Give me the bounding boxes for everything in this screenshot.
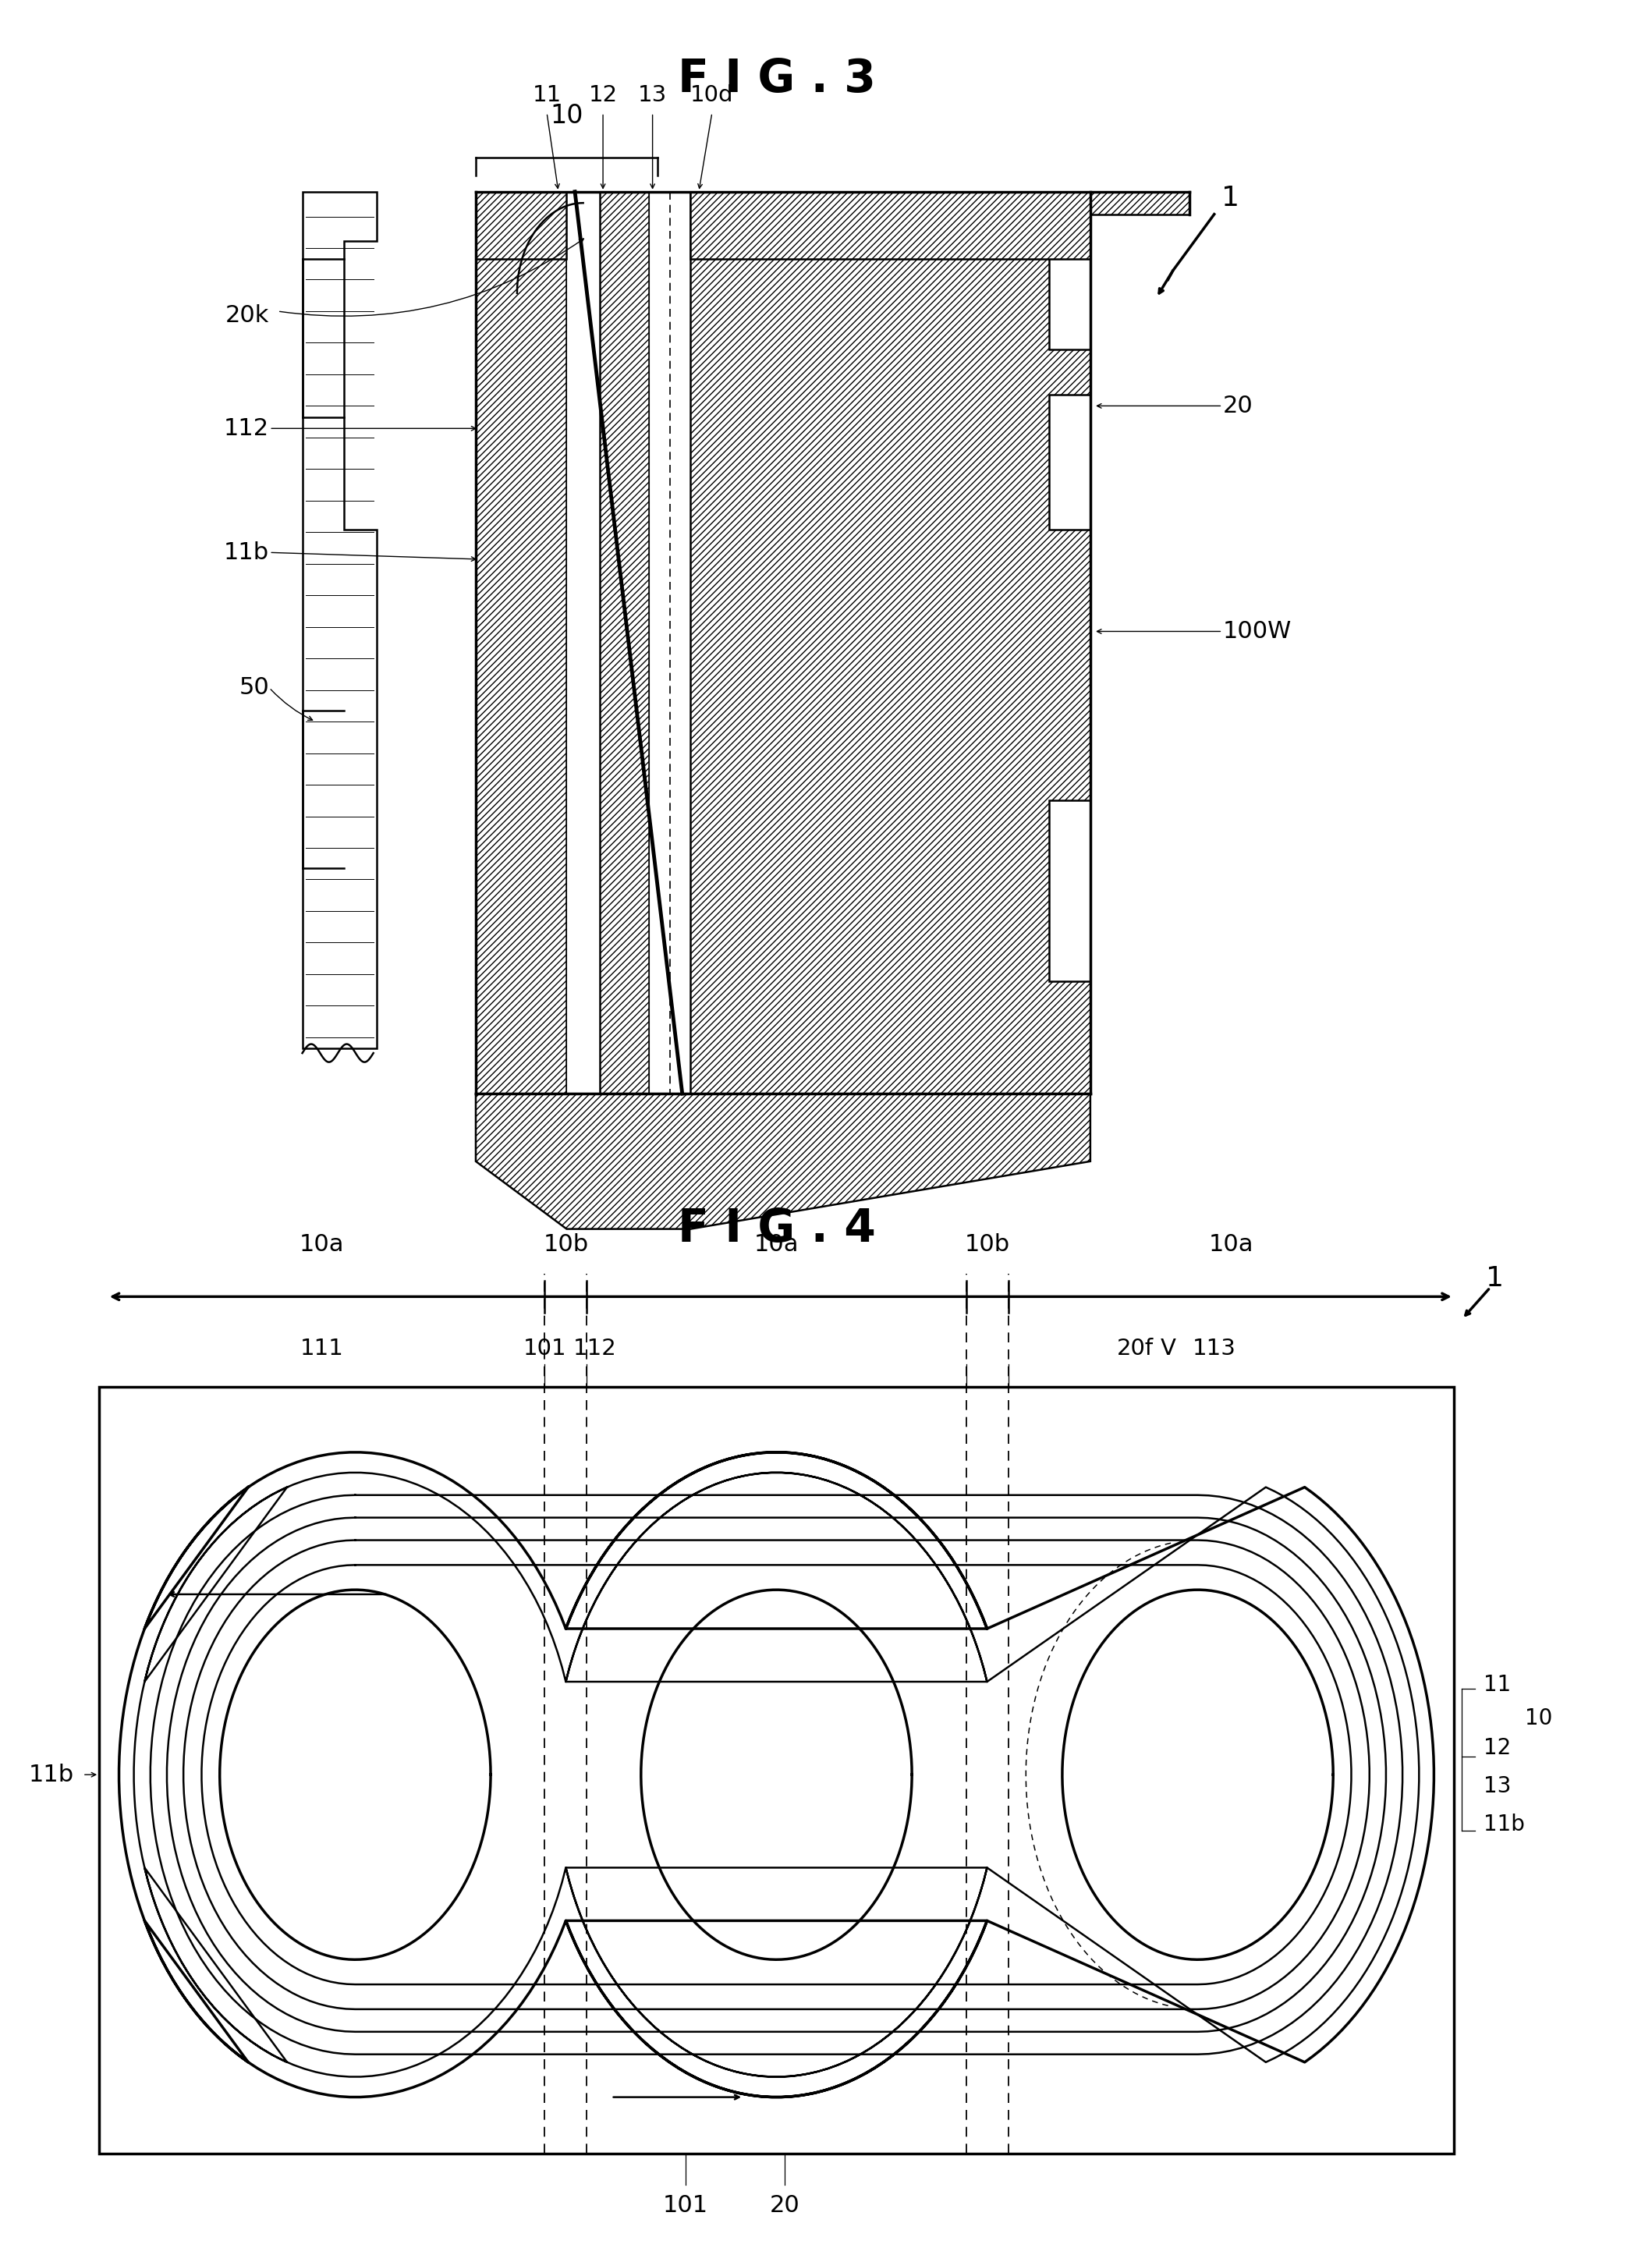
Text: F I G . 4: F I G . 4 [677, 1206, 876, 1252]
Polygon shape [600, 192, 649, 1094]
Text: 112: 112 [573, 1337, 616, 1360]
Text: V: V [1160, 1337, 1176, 1360]
Text: 10a: 10a [1209, 1233, 1254, 1256]
Text: F I G . 3: F I G . 3 [677, 56, 876, 101]
Text: 11: 11 [1483, 1673, 1512, 1696]
Text: 101: 101 [524, 1337, 567, 1360]
Text: 112: 112 [225, 417, 269, 440]
Text: 20k: 20k [225, 304, 269, 327]
Text: 1: 1 [1487, 1265, 1503, 1292]
Polygon shape [691, 192, 1090, 259]
Text: 20f: 20f [1117, 1337, 1153, 1360]
Text: 10b: 10b [965, 1233, 1009, 1256]
Text: 10a: 10a [299, 1233, 344, 1256]
Text: 11b: 11b [30, 1763, 74, 1786]
Text: 101: 101 [662, 2194, 709, 2217]
Text: 12: 12 [588, 83, 618, 106]
Polygon shape [476, 1094, 1090, 1229]
Text: 11b: 11b [225, 541, 269, 564]
Text: 113: 113 [1193, 1337, 1236, 1360]
Text: 10d: 10d [691, 83, 733, 106]
Text: 20: 20 [770, 2194, 800, 2217]
Text: 100W: 100W [1222, 620, 1292, 643]
Text: 111: 111 [301, 1337, 344, 1360]
Polygon shape [476, 192, 567, 1094]
Polygon shape [691, 192, 1090, 1094]
Text: 10: 10 [550, 104, 583, 129]
Polygon shape [476, 192, 567, 259]
Text: 13: 13 [638, 83, 667, 106]
Polygon shape [567, 192, 600, 1094]
Text: 1: 1 [1222, 185, 1239, 212]
Text: 50: 50 [240, 676, 269, 699]
Text: 10b: 10b [544, 1233, 588, 1256]
Polygon shape [649, 192, 691, 1094]
Text: 20: 20 [1222, 395, 1252, 417]
Polygon shape [1090, 192, 1189, 214]
Text: 10a: 10a [753, 1233, 800, 1256]
Text: 11: 11 [532, 83, 562, 106]
Text: 10: 10 [1525, 1707, 1553, 1730]
Text: 12: 12 [1483, 1736, 1512, 1759]
Text: 13: 13 [1483, 1775, 1512, 1797]
Text: 11b: 11b [1483, 1813, 1525, 1836]
